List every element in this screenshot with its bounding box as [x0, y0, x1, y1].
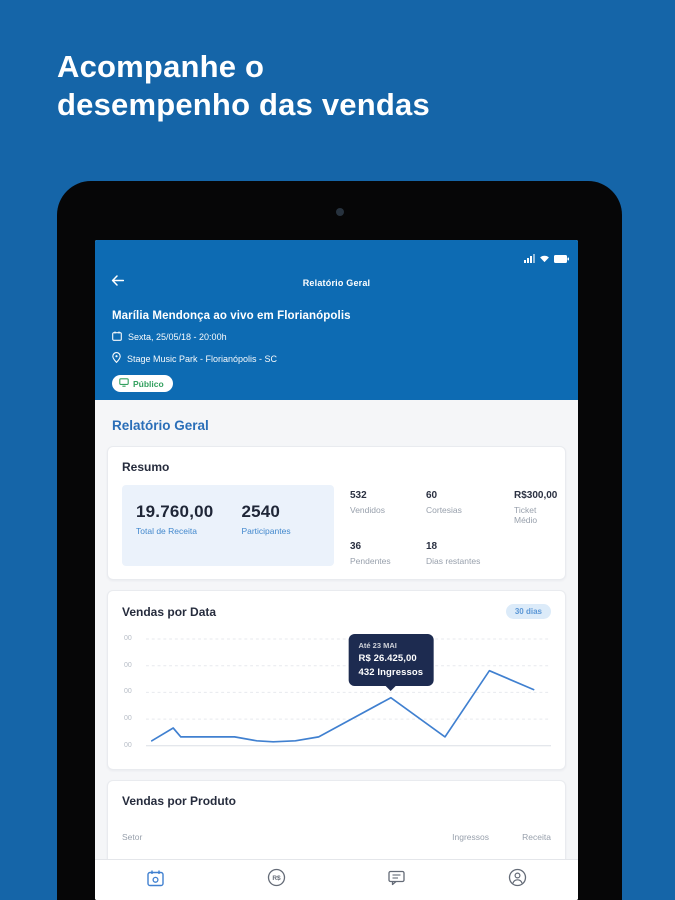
- nav-profile[interactable]: [457, 860, 578, 900]
- stat-ticket-medio: R$300,00 Ticket Médio: [514, 490, 558, 525]
- participants-label: Participantes: [241, 526, 291, 536]
- event-title: Marília Mendonça ao vivo em Florianópoli…: [112, 310, 351, 322]
- page-title-line1: Acompanhe o: [57, 49, 265, 84]
- event-date: Sexta, 25/05/18 - 20:00h: [128, 332, 227, 342]
- product-table-header: Setor Ingressos Receita: [122, 832, 551, 842]
- total-revenue-label: Total de Receita: [136, 526, 197, 536]
- location-pin-icon: [112, 352, 121, 365]
- report-content: Relatório Geral Resumo 19.760,00 Total d…: [95, 400, 578, 900]
- tablet-device: Relatório Geral Marília Mendonça ao vivo…: [57, 181, 622, 900]
- resumo-title: Resumo: [122, 460, 170, 474]
- signal-icon: [524, 250, 535, 268]
- chart-yticks: 00 00 00 00 00: [122, 631, 146, 761]
- column-setor: Setor: [122, 832, 143, 842]
- money-circle-icon: R$: [267, 868, 286, 892]
- ytick-label: 00: [124, 661, 132, 669]
- column-ingressos: Ingressos: [452, 832, 489, 842]
- chart-plot-area: Até 23 MAI R$ 26.425,00 432 Ingressos: [146, 631, 551, 761]
- stat-cortesias: 60 Cortesias: [426, 490, 462, 515]
- visibility-badge: Público: [112, 375, 173, 392]
- battery-icon: [554, 250, 569, 268]
- revenue-highlight: 19.760,00 Total de Receita 2540 Particip…: [122, 485, 334, 566]
- stat-dias-restantes: 18 Dias restantes: [426, 541, 481, 566]
- participants: 2540 Participantes: [241, 502, 290, 553]
- nav-finance[interactable]: R$: [216, 860, 337, 900]
- sales-chart[interactable]: 00 00 00 00 00 Até 23 MAI R$ 26.425,00 432 I…: [122, 631, 551, 761]
- back-button[interactable]: [108, 274, 126, 290]
- ytick-label: 00: [124, 688, 132, 696]
- sales-by-date-card: Vendas por Data 30 dias 00 00 00 00 00 Até 2…: [107, 590, 566, 770]
- event-venue-row: Stage Music Park - Florianópolis - SC: [112, 352, 564, 365]
- app-screen: Relatório Geral Marília Mendonça ao vivo…: [95, 240, 578, 900]
- ytick-label: 00: [124, 741, 132, 749]
- wifi-icon: [539, 250, 550, 268]
- screen-icon: [119, 378, 129, 389]
- chat-icon: [387, 869, 406, 891]
- bottom-nav: R$: [95, 859, 578, 900]
- resumo-card: Resumo 19.760,00 Total de Receita 2540 P…: [107, 446, 566, 580]
- app-header: Relatório Geral Marília Mendonça ao vivo…: [95, 240, 578, 400]
- tooltip-tickets: 432 Ingressos: [358, 666, 424, 678]
- nav-messages[interactable]: [337, 860, 458, 900]
- event-venue: Stage Music Park - Florianópolis - SC: [127, 353, 278, 364]
- camera-dot: [335, 208, 344, 216]
- event-date-row: Sexta, 25/05/18 - 20:00h: [112, 331, 564, 343]
- total-revenue-value: 19.760,00: [136, 502, 214, 521]
- status-bar: [524, 250, 569, 268]
- column-receita: Receita: [522, 832, 551, 842]
- ytick-label: 00: [124, 635, 132, 642]
- page-title: Acompanhe o desempenho das vendas: [57, 48, 430, 124]
- page-title-line2: desempenho das vendas: [57, 87, 430, 122]
- nav-events-calendar[interactable]: [95, 860, 216, 900]
- arrow-left-icon: [111, 273, 124, 291]
- tooltip-revenue: R$ 26.425,00: [358, 652, 417, 664]
- total-revenue: 19.760,00 Total de Receita: [136, 502, 213, 553]
- stat-pendentes: 36 Pendentes: [350, 541, 391, 566]
- section-title: Relatório Geral: [112, 418, 209, 433]
- date-range-filter[interactable]: 30 dias: [505, 604, 551, 619]
- visibility-badge-label: Público: [133, 378, 164, 389]
- profile-icon: [508, 868, 527, 892]
- ytick-label: 00: [124, 715, 132, 723]
- app-bar-title: Relatório Geral: [302, 278, 371, 288]
- participants-value: 2540: [241, 502, 281, 521]
- calendar-tab-icon: [146, 869, 165, 892]
- stat-vendidos: 532 Vendidos: [350, 490, 385, 515]
- sales-by-date-title: Vendas por Data: [122, 604, 217, 619]
- sales-by-product-title: Vendas por Produto: [122, 794, 237, 808]
- event-info: Marília Mendonça ao vivo em Florianópoli…: [112, 310, 564, 392]
- svg-text:R$: R$: [272, 875, 281, 882]
- tooltip-date: Até 23 MAI: [358, 640, 397, 650]
- summary-stats: 532 Vendidos 60 Cortesias R$300,00 Ticke…: [350, 485, 557, 566]
- calendar-icon: [112, 331, 122, 343]
- chart-tooltip: Até 23 MAI R$ 26.425,00 432 Ingressos: [348, 633, 434, 691]
